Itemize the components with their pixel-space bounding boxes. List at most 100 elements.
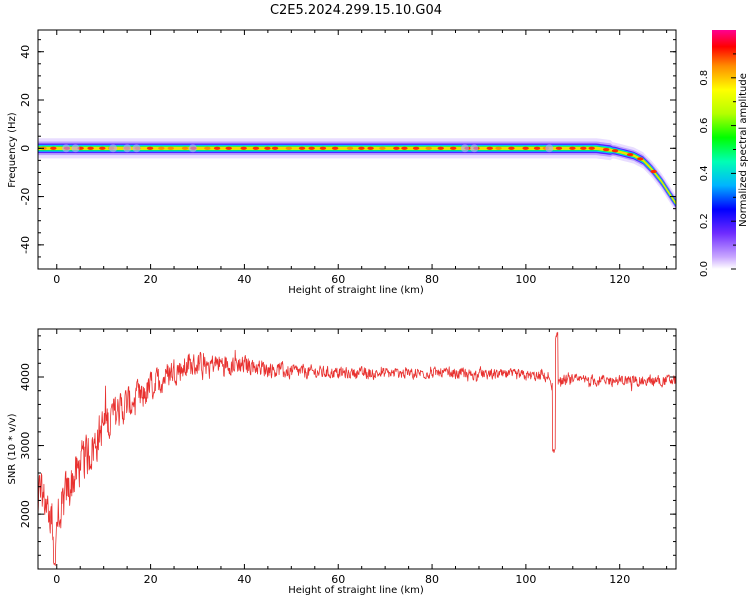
ridge-peak (637, 157, 644, 161)
ridge-peak (533, 146, 541, 150)
snr-ytick-label: 4000 (19, 363, 32, 391)
ridge-peak (331, 146, 339, 150)
spectrogram-xtick-label: 100 (515, 273, 536, 286)
ridge-peak (508, 146, 515, 150)
ridge-bump (71, 144, 80, 153)
colorbar-tick-label: 0.0 (699, 261, 710, 277)
ridge-peak (240, 146, 247, 150)
snr-xlabel: Height of straight line (km) (288, 585, 424, 596)
ridge-bump (470, 144, 479, 153)
ridge-peak (181, 146, 189, 150)
ridge-green-band (38, 145, 676, 206)
ridge-bump (132, 144, 141, 153)
ridge-peak (437, 146, 444, 150)
ridge-bump (62, 144, 71, 153)
snr-frame (37, 328, 677, 570)
spectrogram-xtick-label: 120 (609, 273, 630, 286)
snr-xtick-label: 80 (425, 573, 439, 586)
colorbar-gradient (712, 30, 736, 269)
ridge-peak (285, 146, 293, 150)
spectrogram-xtick-label: 0 (53, 273, 60, 286)
ridge-peak (611, 149, 619, 153)
snr-data (38, 331, 676, 566)
ridge-peak (167, 146, 174, 150)
spectrogram-ytick-label: 0 (19, 145, 32, 152)
ridge-bump (123, 144, 132, 153)
ridge-peak (495, 146, 502, 150)
ridge-peak (393, 146, 400, 150)
spectrogram-frame (37, 29, 677, 270)
snr-ytick-label: 3000 (19, 432, 32, 460)
ridge-peak (650, 169, 657, 174)
ridge-peak (379, 146, 386, 150)
ridge-peak (225, 146, 232, 150)
colorbar-tick-label: 0.8 (699, 70, 710, 86)
colorbar-tick-label: 0.2 (699, 213, 710, 229)
spectrogram-ytick-label: 40 (19, 45, 32, 59)
ridge-peak (158, 146, 165, 150)
ridge-peak (146, 146, 154, 150)
ridge-peak (99, 146, 106, 150)
spectrogram-ytick-label: -40 (19, 236, 32, 254)
ridge-peak (319, 146, 327, 150)
snr-ticks: 0 20 40 60 80 100 120 2000 3000 4000 (19, 329, 676, 586)
ridge-peak (346, 146, 354, 150)
ridge-peak (87, 146, 94, 150)
ridge-peak (588, 146, 595, 150)
ridge-peak (569, 146, 576, 150)
ridge-peak (626, 153, 634, 157)
ridge-peak (271, 146, 279, 150)
colorbar-tick-label: 0.4 (699, 165, 710, 181)
snr-xtick-label: 40 (237, 573, 251, 586)
ridge-peak (298, 146, 306, 150)
spectrogram-ytick-label: -20 (19, 188, 32, 206)
ridge-peak (308, 146, 315, 150)
colorbar-ticks: 0.0 0.2 0.4 0.6 0.8 (699, 53, 736, 277)
snr-xtick-label: 60 (331, 573, 345, 586)
ridge-halo (38, 138, 676, 212)
ridge-peak (580, 146, 587, 150)
spectrogram-xtick-label: 80 (425, 273, 439, 286)
snr-ylabel: SNR (10 * v/v) (7, 413, 18, 484)
snr-xtick-label: 0 (53, 573, 60, 586)
ridge-peak (486, 146, 493, 150)
ridge-peak (264, 146, 271, 150)
ridge-bump (460, 144, 469, 153)
ridge-peak (401, 146, 408, 150)
spectrogram-ytick-label: 20 (19, 93, 32, 107)
ridge-peak (522, 146, 529, 150)
figure-title: C2E5.2024.299.15.10.G04 (270, 3, 442, 18)
snr-line (38, 331, 676, 566)
ridge-peak (555, 146, 563, 150)
ridge-peak (358, 146, 365, 150)
spectrogram-xlabel: Height of straight line (km) (288, 285, 424, 296)
spectrogram-xtick-label: 60 (331, 273, 345, 286)
ridge-peak (50, 146, 57, 150)
ridge-peak (213, 146, 221, 150)
snr-xtick-label: 120 (609, 573, 630, 586)
ridge-bump (545, 144, 554, 153)
colorbar: 0.0 0.2 0.4 0.6 0.8 Normalized spectral ampl… (699, 30, 749, 277)
ridge-peak (602, 147, 610, 152)
ridge-bump (109, 144, 118, 153)
ridge-bump (188, 144, 197, 153)
colorbar-label: Normalized spectral amplitude (738, 73, 749, 227)
ridge-peak (412, 146, 420, 150)
ridge-peak (425, 146, 432, 150)
spectrogram-ticks: 0 20 40 60 80 100 120 40 20 0 -20 -40 (19, 30, 676, 286)
ridge-peak (204, 146, 211, 150)
snr-ytick-label: 2000 (19, 500, 32, 528)
snr-xtick-label: 20 (144, 573, 158, 586)
spectrogram-xtick-label: 40 (237, 273, 251, 286)
colorbar-tick-label: 0.6 (699, 118, 710, 134)
ridge-peak (367, 146, 374, 150)
spectrogram-panel: 0 20 40 60 80 100 120 40 20 0 -20 -40 Height of str… (7, 29, 677, 296)
snr-xtick-label: 100 (515, 573, 536, 586)
spectrogram-xtick-label: 20 (144, 273, 158, 286)
ridge-peak (252, 146, 260, 150)
ridge-peak (449, 146, 457, 150)
spectrogram-ylabel: Frequency (Hz) (7, 112, 18, 188)
snr-panel: 0 20 40 60 80 100 120 2000 3000 4000 Height of st… (7, 328, 677, 596)
spectrogram-data (38, 138, 676, 212)
